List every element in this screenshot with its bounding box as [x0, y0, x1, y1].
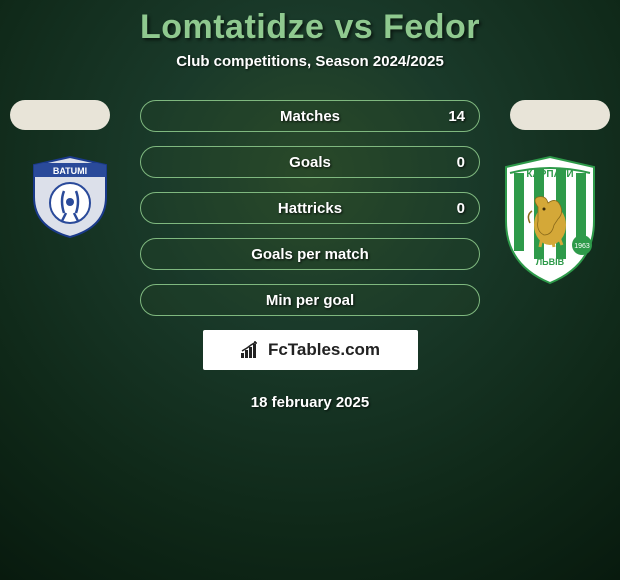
date-label: 18 february 2025 — [0, 394, 620, 411]
stat-label: Goals — [289, 154, 331, 171]
page-title: Lomtatidze vs Fedor — [0, 0, 620, 47]
stat-row-min-per-goal: Min per goal — [140, 284, 480, 316]
branding-text: FcTables.com — [268, 340, 380, 360]
chart-icon — [240, 341, 262, 359]
svg-text:BATUMI: BATUMI — [53, 166, 87, 176]
stat-label: Hattricks — [278, 200, 342, 217]
branding-link[interactable]: FcTables.com — [203, 330, 418, 370]
svg-text:КАРПАТИ: КАРПАТИ — [526, 169, 573, 180]
svg-text:ЛЬВІВ: ЛЬВІВ — [536, 257, 565, 267]
player-avatar-right — [510, 100, 610, 130]
player-avatar-left — [10, 100, 110, 130]
stat-row-goals-per-match: Goals per match — [140, 238, 480, 270]
stat-right-value: 0 — [457, 200, 465, 217]
subtitle: Club competitions, Season 2024/2025 — [0, 53, 620, 70]
stat-label: Goals per match — [251, 246, 369, 263]
stats-table: Matches 14 Goals 0 Hattricks 0 Goals per… — [140, 100, 480, 316]
stat-row-hattricks: Hattricks 0 — [140, 192, 480, 224]
club-badge-left: BATUMI — [28, 155, 112, 239]
stat-label: Min per goal — [266, 292, 354, 309]
stat-row-goals: Goals 0 — [140, 146, 480, 178]
svg-text:1963: 1963 — [574, 243, 590, 250]
stat-row-matches: Matches 14 — [140, 100, 480, 132]
club-badge-right: КАРПАТИ ЛЬВІВ 1963 — [500, 155, 600, 285]
stat-right-value: 0 — [457, 154, 465, 171]
stat-right-value: 14 — [448, 108, 465, 125]
stat-label: Matches — [280, 108, 340, 125]
